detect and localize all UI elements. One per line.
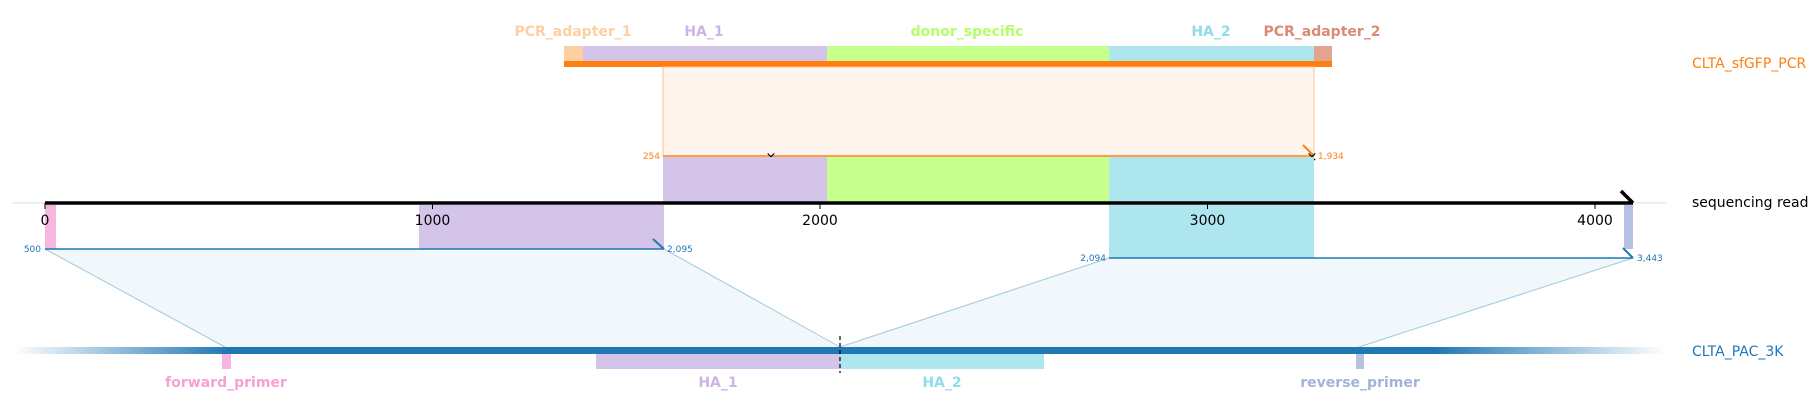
top-feature-block-donor-specific [827, 46, 1109, 61]
bottom-projected-reverse-primer [1624, 205, 1633, 249]
bottom-feature-block-ha-1 [596, 354, 840, 369]
bottom-feature-label-reverse-primer: reverse_primer [1300, 375, 1420, 391]
top-reference-name: CLTA_sfGFP_PCR [1692, 56, 1806, 72]
top-reference-bar [564, 61, 1332, 67]
bottom-projected-ha-1 [419, 205, 664, 249]
bottom-alignment-tick-1 [652, 238, 665, 250]
top-feature-block-pcr-adapter-2 [1314, 46, 1332, 61]
top-reference: PCR_adapter_1 HA_1 donor_specific HA_2 P… [514, 24, 1806, 203]
top-feature-label-ha-2: HA_2 [1191, 24, 1230, 40]
bottom-alignment-2-end-label: 3,443 [1637, 254, 1663, 264]
bottom-feature-block-ha-2 [840, 354, 1044, 369]
read-ticks: 0 1000 2000 3000 4000 [41, 203, 1613, 229]
top-feature-block-pcr-adapter-1 [564, 46, 583, 61]
bottom-alignment-edge [44, 248, 226, 348]
read-tick-label: 2000 [802, 213, 838, 229]
sequencing-read: 0 1000 2000 3000 4000 sequencing read [12, 189, 1808, 229]
top-alignment-end-label: 1,934 [1318, 152, 1344, 162]
bottom-alignment-edge [839, 257, 1110, 348]
bottom-alignment-edge [663, 248, 841, 348]
top-alignment-start-label: 254 [643, 152, 660, 162]
top-projected-donor-specific [827, 157, 1109, 203]
bottom-projected-ha-2 [1109, 205, 1314, 258]
bottom-feature-label-forward-primer: forward_primer [165, 375, 287, 391]
bottom-alignment-1-start-label: 500 [24, 245, 41, 255]
bottom-reference: 500 2,095 2,094 3,443 forward_primer HA_… [14, 205, 1784, 391]
bottom-alignment-region-1 [45, 249, 840, 347]
top-projected-ha-1 [663, 157, 827, 203]
bottom-alignment-1-end-label: 2,095 [667, 245, 693, 255]
top-feature-label-donor-specific: donor_specific [911, 24, 1024, 40]
read-tick-label: 3000 [1190, 213, 1226, 229]
read-tick-label: 1000 [415, 213, 451, 229]
bottom-feature-label-ha-1: HA_1 [698, 375, 737, 391]
bottom-alignment-2-start-label: 2,094 [1080, 254, 1106, 264]
bottom-alignment-region-2 [840, 258, 1633, 347]
read-name: sequencing read [1692, 195, 1808, 211]
top-projected-ha-2 [1109, 157, 1314, 203]
bottom-alignment-edge [1358, 257, 1634, 348]
bottom-feature-block-forward-primer [222, 354, 231, 369]
top-feature-label-pcr-adapter-1: PCR_adapter_1 [514, 24, 631, 40]
read-tick-label: 0 [41, 213, 50, 229]
top-feature-block-ha-1 [583, 46, 827, 61]
top-alignment-region [662, 66, 1315, 157]
bottom-feature-block-reverse-primer [1356, 354, 1364, 369]
read-tick-label: 4000 [1577, 213, 1613, 229]
bottom-alignment-tick-2 [1622, 247, 1634, 259]
read-arrow-head [1619, 189, 1635, 205]
top-alignment-end-tick [1302, 144, 1315, 157]
top-feature-label-ha-1: HA_1 [684, 24, 723, 40]
top-feature-label-pcr-adapter-2: PCR_adapter_2 [1263, 24, 1380, 40]
bottom-reference-name: CLTA_PAC_3K [1692, 344, 1784, 360]
bottom-feature-label-ha-2: HA_2 [922, 375, 961, 391]
top-feature-block-ha-2 [1109, 46, 1314, 61]
bottom-projected-forward-primer [45, 205, 56, 249]
